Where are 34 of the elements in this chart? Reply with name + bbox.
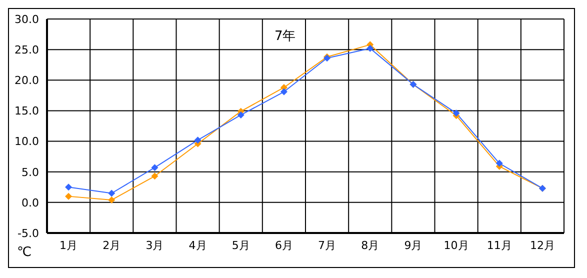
point	[151, 172, 158, 180]
x-tick-label: 11月	[486, 238, 512, 252]
y-tick-label: 20.0	[14, 74, 39, 88]
point	[496, 160, 503, 167]
y-tick-label: 15.0	[14, 104, 39, 118]
point	[194, 136, 202, 144]
text: 7年	[274, 28, 296, 45]
x-tick-label: 6月	[274, 238, 293, 252]
x-tick-label: 7月	[318, 238, 336, 252]
point	[108, 196, 116, 204]
x-tick-label: 5月	[232, 238, 250, 252]
y-tick-label: -5.0	[18, 226, 39, 240]
point	[65, 184, 72, 191]
y-axis-title: ℃	[17, 245, 32, 260]
x-tick-label: 8月	[361, 238, 380, 252]
point	[280, 88, 288, 96]
point	[452, 110, 460, 117]
x-tick-label: 4月	[188, 238, 207, 252]
x-tick-label: 2月	[102, 238, 121, 252]
y-tick-label: 0.0	[22, 196, 39, 210]
y-tick-label: 30.0	[14, 12, 39, 26]
x-tick-label: 9月	[404, 238, 422, 252]
x-tick-label: 3月	[146, 238, 164, 252]
y-tick-label: 5.0	[22, 166, 39, 179]
y-tick-label: 25.0	[14, 43, 39, 56]
point	[366, 44, 374, 52]
x-tick-label: 10月	[444, 238, 469, 252]
point	[65, 192, 72, 200]
x-tick-label: 1月	[60, 238, 78, 252]
point	[237, 111, 244, 118]
x-tick-label: 12月	[530, 238, 555, 252]
y-tick-label: 10.0	[14, 135, 39, 148]
point	[108, 190, 116, 197]
point	[151, 164, 158, 172]
